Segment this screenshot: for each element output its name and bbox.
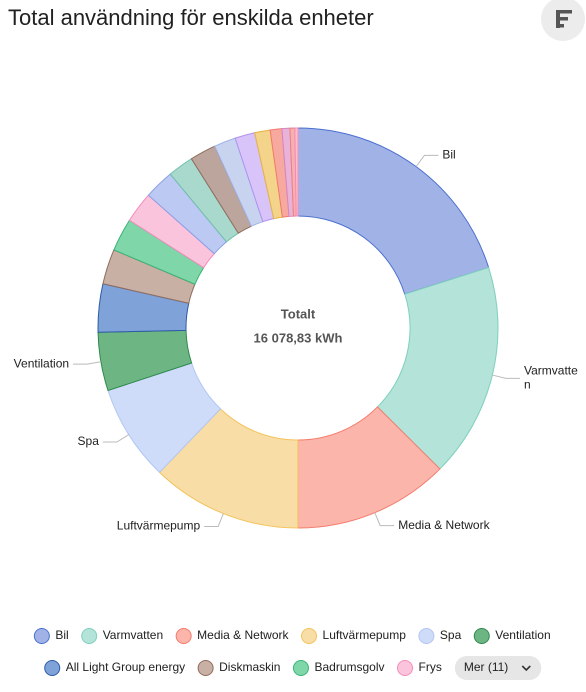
leader-line xyxy=(102,434,130,443)
legend-item[interactable]: All Light Group energy xyxy=(44,660,185,676)
legend-label: Ventilation xyxy=(495,628,550,642)
legend-label: Varmvatten xyxy=(103,628,163,642)
legend-label: Badrumsgolv xyxy=(314,660,384,674)
menu-button[interactable] xyxy=(541,0,585,41)
leader-line xyxy=(204,513,224,528)
leader-line xyxy=(73,361,101,365)
slice-label: Bil xyxy=(442,147,455,161)
icon xyxy=(556,17,568,21)
icon xyxy=(556,24,564,28)
legend-swatch xyxy=(418,628,435,644)
more-button[interactable]: Mer (11) xyxy=(454,656,542,680)
legend-swatch xyxy=(473,628,490,644)
legend-item[interactable]: Varmvatten xyxy=(81,628,163,644)
legend-swatch xyxy=(44,660,61,676)
legend-item[interactable]: Badrumsgolv xyxy=(292,660,385,676)
slice[interactable] xyxy=(297,127,490,295)
slice-label: Ventilation xyxy=(14,356,69,370)
legend-label: All Light Group energy xyxy=(66,660,185,674)
icon xyxy=(556,10,572,14)
center-value: 16 078,83 kWh xyxy=(254,330,343,345)
legend-label: Spa xyxy=(440,628,462,642)
more-button-bg[interactable] xyxy=(454,656,542,680)
slice-label: Luftvärmepump xyxy=(117,519,201,533)
leader-line xyxy=(415,154,439,167)
leader-line xyxy=(374,512,395,527)
legend-item[interactable]: Ventilation xyxy=(473,628,551,644)
legend-swatch xyxy=(81,628,98,644)
leader-line xyxy=(492,374,520,379)
legend-swatch xyxy=(175,628,192,644)
legend-swatch xyxy=(33,628,50,644)
legend-swatch xyxy=(397,660,413,676)
legend-item[interactable]: Media & Network xyxy=(175,628,290,644)
legend-label: Bil xyxy=(55,628,68,642)
slice-label: Media & Network xyxy=(398,518,490,532)
slice[interactable] xyxy=(376,266,499,470)
legend-label: Diskmaskin xyxy=(219,660,280,674)
slice[interactable] xyxy=(294,127,299,217)
legend-swatch xyxy=(197,660,214,676)
legend-swatch xyxy=(292,660,309,676)
legend-item[interactable]: Bil xyxy=(33,628,69,644)
legend-item[interactable]: Diskmaskin xyxy=(197,660,280,676)
legend-item[interactable]: Luftvärmepump xyxy=(301,628,407,644)
legend-label: Luftvärmepump xyxy=(323,628,407,642)
card-title: Total användning för enskilda enheter xyxy=(8,5,374,30)
chevron xyxy=(521,665,531,672)
legend-label: Media & Network xyxy=(197,628,289,642)
legend-swatch xyxy=(301,628,318,644)
slice-label: Varmvatte n xyxy=(524,364,578,392)
center-title: Totalt xyxy=(281,306,316,321)
slice-label: Spa xyxy=(78,434,100,448)
legend-label: Frys xyxy=(419,660,442,674)
more-button-label[interactable]: Mer (11) xyxy=(464,660,508,674)
legend-item[interactable]: Frys xyxy=(397,660,442,676)
legend-item[interactable]: Spa xyxy=(418,628,462,644)
